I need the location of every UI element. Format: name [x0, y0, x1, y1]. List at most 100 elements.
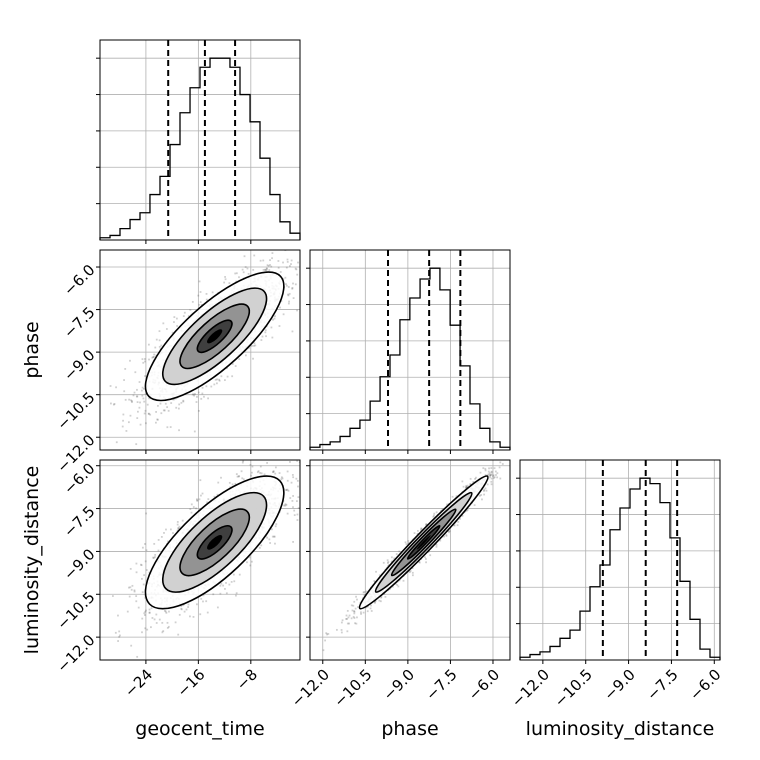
sample-point	[435, 543, 438, 546]
sample-point	[144, 375, 146, 377]
sample-point	[141, 631, 143, 634]
sample-point	[218, 379, 221, 382]
sample-point	[286, 260, 289, 263]
sample-point	[171, 331, 174, 334]
sample-point	[452, 524, 455, 527]
sample-point	[200, 597, 203, 600]
sample-point	[128, 398, 131, 401]
sample-point	[203, 395, 205, 398]
sample-point	[353, 610, 356, 613]
sample-point	[181, 519, 184, 522]
sample-point	[110, 402, 112, 405]
sample-point	[197, 409, 200, 412]
sample-point	[286, 258, 289, 261]
sample-point	[465, 486, 468, 489]
sample-point	[284, 503, 287, 506]
sample-point	[274, 525, 277, 528]
sample-point	[154, 554, 157, 556]
sample-point	[129, 586, 132, 589]
sample-point	[291, 330, 294, 333]
sample-point	[490, 470, 493, 473]
sample-point	[413, 532, 416, 535]
sample-point	[183, 610, 186, 613]
sample-point	[152, 556, 155, 559]
sample-point	[141, 389, 143, 392]
sample-point	[287, 293, 289, 296]
sample-point	[141, 577, 143, 580]
sample-point	[143, 614, 146, 616]
sample-point	[182, 604, 184, 607]
sample-point	[167, 625, 170, 628]
sample-point	[297, 496, 300, 499]
sample-point	[138, 406, 141, 409]
sample-point	[250, 474, 253, 477]
sample-point	[290, 259, 293, 262]
sample-point	[292, 506, 294, 509]
sample-point	[144, 409, 147, 412]
sample-point	[235, 280, 237, 283]
sample-point	[175, 406, 178, 409]
sample-point	[219, 592, 222, 595]
sample-point	[254, 344, 257, 347]
sample-point	[346, 630, 349, 633]
sample-point	[490, 467, 493, 469]
sample-point	[220, 476, 222, 479]
sample-point	[348, 614, 351, 617]
sample-point	[297, 485, 299, 488]
sample-point	[236, 475, 239, 478]
sample-point	[173, 316, 176, 318]
sample-point	[135, 562, 138, 565]
sample-point	[250, 560, 253, 563]
sample-point	[229, 486, 232, 489]
sample-point	[197, 294, 200, 297]
sample-point	[280, 478, 283, 481]
sample-point	[158, 330, 161, 333]
sample-point	[223, 281, 226, 284]
sample-point	[166, 406, 169, 409]
sample-point	[453, 524, 456, 527]
sample-point	[284, 276, 287, 279]
sample-point	[118, 635, 121, 638]
sample-point	[252, 268, 255, 271]
sample-point	[156, 418, 159, 421]
sample-point	[180, 605, 183, 608]
sample-point	[490, 473, 493, 476]
sample-point	[265, 267, 268, 270]
sample-point	[154, 346, 157, 349]
sample-point	[126, 610, 129, 613]
sample-point	[472, 480, 475, 483]
sample-point	[435, 545, 438, 548]
sample-point	[253, 254, 256, 257]
sample-point	[363, 591, 366, 593]
sample-point	[139, 401, 141, 404]
sample-point	[141, 617, 144, 620]
sample-point	[274, 315, 276, 318]
sample-point	[187, 315, 190, 318]
sample-point	[274, 472, 277, 475]
sample-point	[479, 471, 482, 474]
sample-point	[159, 402, 162, 405]
sample-point	[408, 571, 411, 574]
sample-point	[446, 503, 448, 506]
sample-point	[352, 604, 355, 607]
sample-point	[287, 302, 290, 305]
sample-point	[144, 358, 146, 360]
sample-point	[490, 480, 493, 483]
sample-point	[145, 512, 148, 515]
sample-point	[137, 606, 140, 609]
sample-point	[113, 403, 116, 405]
sample-point	[362, 455, 364, 457]
sample-point	[237, 475, 240, 478]
sample-point	[166, 627, 169, 629]
sample-point	[130, 399, 132, 402]
sample-point	[465, 486, 468, 489]
sample-point	[370, 610, 373, 612]
sample-point	[272, 318, 274, 321]
sample-point	[247, 272, 250, 275]
sample-point	[296, 309, 298, 312]
sample-point	[296, 519, 299, 521]
sample-point	[492, 477, 495, 479]
sample-point	[496, 472, 499, 475]
sample-point	[157, 418, 159, 421]
sample-point	[136, 655, 139, 658]
